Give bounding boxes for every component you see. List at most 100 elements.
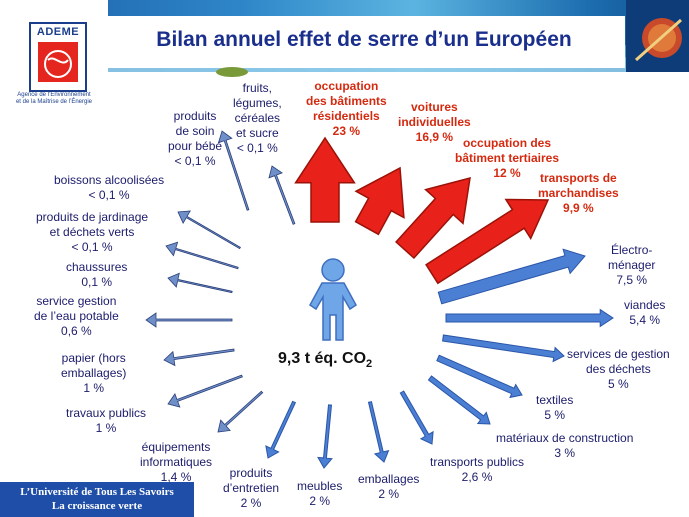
category-label-line: équipements [141,440,211,454]
category-label-line: papier (hors [61,351,126,365]
category-label-line: < 0,1 % [88,188,130,202]
arrow-21 [177,210,241,250]
category-label-line: produits [173,109,217,123]
arrow-18 [145,312,233,328]
category-label-line: et déchets verts [49,225,135,239]
category-label-line: de l’eau potable [34,309,119,323]
category-label-line: services de gestion [567,347,670,361]
title-box [103,16,625,68]
category-label-line: voitures [411,100,458,114]
category-label-line: d’entretien [223,481,280,495]
total-emissions: 9,3 t éq. CO2 [278,350,372,370]
category-label: chaussures 0,1 % [66,260,127,290]
category-label: produits d’entretien 2 % [223,466,279,511]
footer-banner: L’Université de Tous Les Savoirs La croi… [0,482,194,517]
category-label: voitures individuelles 16,9 % [398,100,471,145]
category-label-line: 2 % [378,487,400,501]
category-label-line: ménager [608,258,656,272]
category-label: transports publics 2,6 % [430,455,524,485]
ademe-logo: ADEME Agence de l’Environnement et de la… [0,0,108,112]
category-label: papier (hors emballages) 1 % [61,351,126,396]
category-label-line: viandes [624,298,666,312]
category-label-line: bâtiment tertiaires [455,151,560,165]
logo-subtitle-line-1: Agence de l’Environnement [17,92,91,98]
total-emissions-subscript: 2 [366,358,373,371]
category-label-line: 1 % [95,421,117,435]
category-label-line: individuelles [398,115,471,129]
page-title: Bilan annuel effet de serre d’un Europée… [156,28,572,51]
arrow-10 [427,375,491,425]
globe-icon [44,50,72,78]
arrow-11 [399,390,434,445]
category-label-line: 23 % [332,124,361,138]
category-label: fruits, légumes, céréales et sucre < 0,1 % [233,81,282,156]
category-label-line: résidentiels [313,109,380,123]
category-label: produits de soin pour bébé < 0,1 % [168,109,222,169]
arrow-0 [217,130,250,211]
category-label: textiles 5 % [536,393,573,423]
category-label-line: 0,1 % [81,275,113,289]
logo-subtitle: Agence de l’Environnement et de la Maîtr… [0,92,108,106]
arrow-6 [437,248,586,305]
arrow-17 [163,348,235,367]
category-label-line: Électro- [611,243,653,257]
category-label-line: informatiques [140,455,213,469]
arrow-19 [167,272,233,294]
category-label: emballages 2 % [358,472,419,502]
category-label-line: 5,4 % [629,313,661,327]
category-label-line: des bâtiments [306,94,387,108]
category-label-line: marchandises [538,186,619,200]
arrow-5 [425,198,550,285]
total-emissions-value: 9,3 t éq. CO [278,350,367,367]
arrow-14 [265,400,297,459]
category-label-line: < 0,1 % [236,141,278,155]
category-label-line: céréales [234,111,281,125]
category-label: transports de marchandises 9,9 % [538,171,619,216]
category-label: Électro-ménager 7,5 % [608,243,655,288]
category-label-line: 3 % [554,446,576,460]
arrow-20 [165,241,239,270]
category-label-line: fruits, [242,81,273,95]
arrow-13 [317,404,333,469]
arrow-9 [436,354,523,399]
footer-line-2: La croissance verte [51,500,143,512]
footer-line-1: L’Université de Tous Les Savoirs [20,486,174,498]
category-label-line: transports publics [430,455,525,469]
logo-red-square [38,42,78,82]
category-label: boissons alcoolisées < 0,1 % [54,173,164,203]
category-label: équipements informatiques 1,4 % [140,440,212,485]
category-label-line: service gestion [36,294,117,308]
category-label-line: 9,9 % [563,201,594,215]
category-label-line: et sucre [236,126,279,140]
category-label-line: légumes, [233,96,282,110]
category-label-line: de soin [175,124,215,138]
corner-decoration-image [626,0,689,72]
category-label-line: 12 % [493,166,521,180]
category-label: occupation des bâtiment tertiaires 12 % [455,136,559,181]
category-label-line: occupation des [463,136,552,150]
category-label-line: 5 % [544,408,566,422]
ademe-logo-mark: ADEME [29,22,87,92]
arrow-4 [395,176,471,260]
category-label-line: travaux publics [66,406,147,420]
category-label-line: 0,6 % [61,324,92,338]
category-label-line: emballages) [61,366,127,380]
category-label-line: 16,9 % [415,130,454,144]
category-label-line: matériaux de construction [496,431,634,445]
arrow-12 [367,401,390,463]
category-label-line: 5 % [608,377,629,391]
arrow-15 [217,390,264,433]
category-label-line: produits de jardinage [36,210,149,224]
category-label-line: 2 % [240,496,262,510]
logo-name: ADEME [36,26,80,38]
category-label-line: produits [229,466,273,480]
category-label-line: 1,4 % [160,470,192,484]
category-label-line: < 0,1 % [174,154,216,168]
category-label: services de gestion des déchets 5 % [567,347,670,392]
fruit-decoration [216,67,248,77]
category-label-line: < 0,1 % [71,240,113,254]
arrow-2 [294,136,356,223]
category-label: produits de jardinage et déchets verts < 0… [36,210,148,255]
category-label-line: 1 % [83,381,105,395]
category-label: viandes 5,4 % [624,298,665,328]
